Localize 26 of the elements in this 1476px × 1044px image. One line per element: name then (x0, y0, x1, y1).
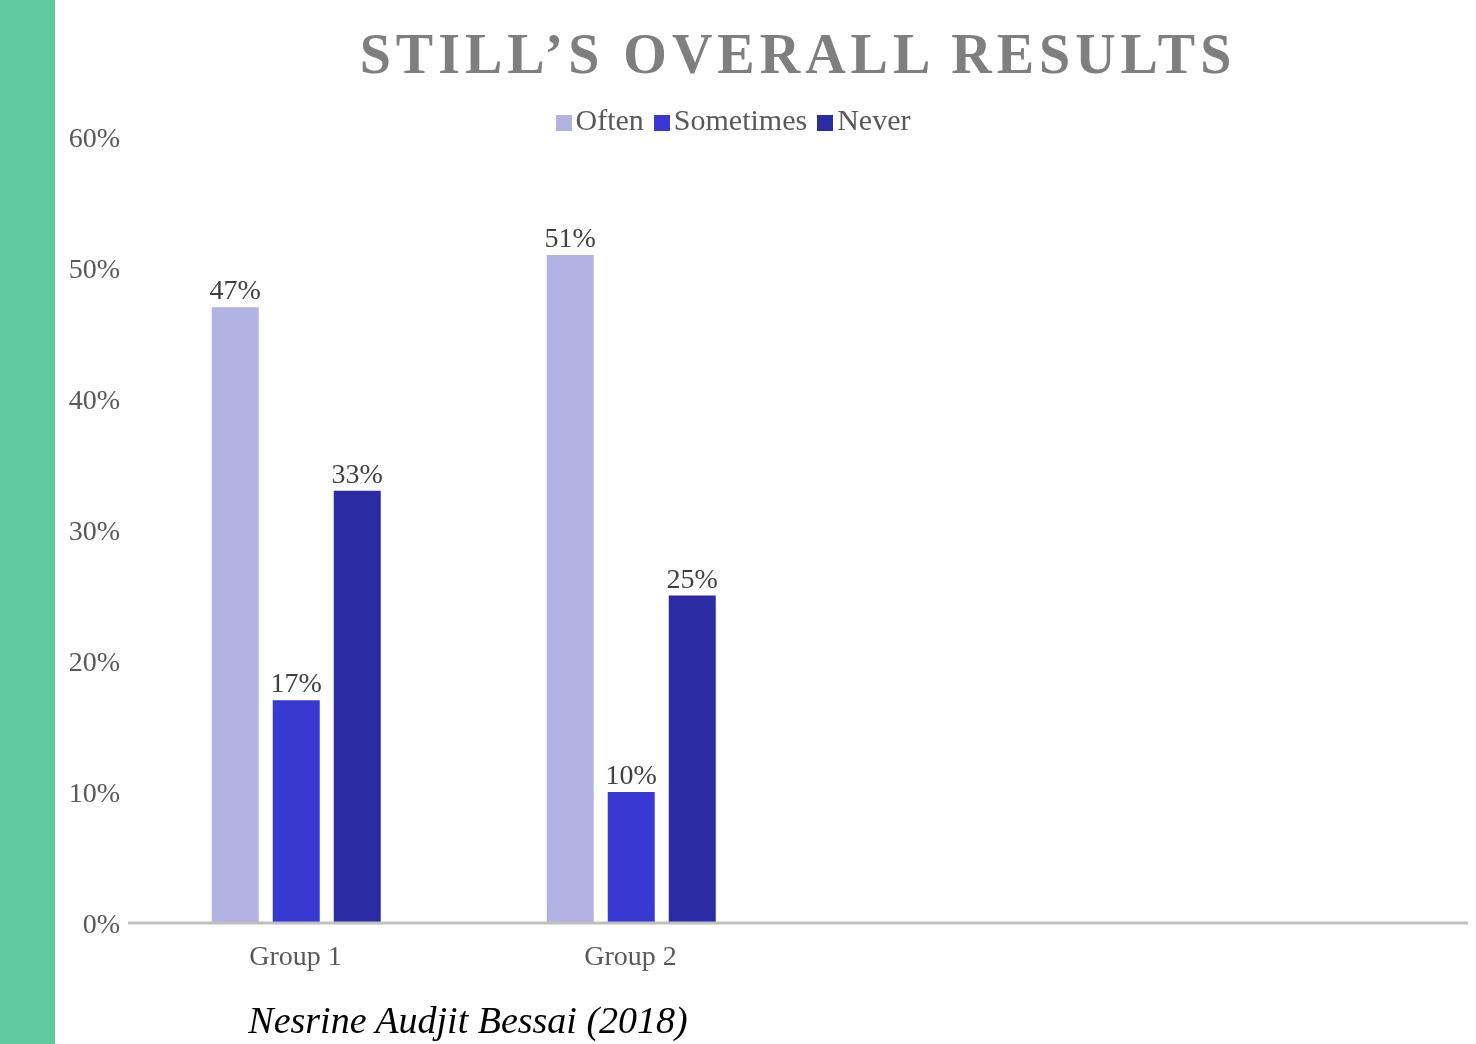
y-tick-label: 50% (68, 252, 120, 284)
data-label: 10% (605, 759, 657, 790)
data-label: 33% (331, 457, 383, 489)
y-tick-label: 60% (68, 121, 120, 153)
legend-label: Sometimes (673, 103, 808, 136)
bar (272, 700, 320, 923)
bar (211, 307, 259, 923)
data-label: 25% (666, 562, 718, 594)
data-label: 47% (209, 274, 261, 306)
y-tick-label: 10% (68, 776, 120, 808)
bar (607, 792, 655, 923)
x-tick-label: Group 2 (584, 939, 677, 971)
bar (668, 595, 716, 923)
legend-label: Never (837, 103, 911, 136)
text: Nesrine Audjit Bessai (2018) (247, 998, 689, 1042)
bar (333, 490, 381, 923)
y-tick-label: 40% (68, 383, 120, 415)
x-tick-label: Group 1 (249, 939, 342, 971)
y-tick-label: 30% (68, 514, 120, 546)
y-tick-label: 0% (82, 907, 120, 939)
y-tick-label: 20% (68, 645, 120, 677)
data-label: 51% (544, 221, 596, 253)
bar (546, 254, 594, 923)
data-label: 17% (270, 667, 322, 699)
chart-title: STILL’S OVERALL RESULTS (358, 22, 1238, 86)
legend-label: Often (575, 103, 644, 136)
